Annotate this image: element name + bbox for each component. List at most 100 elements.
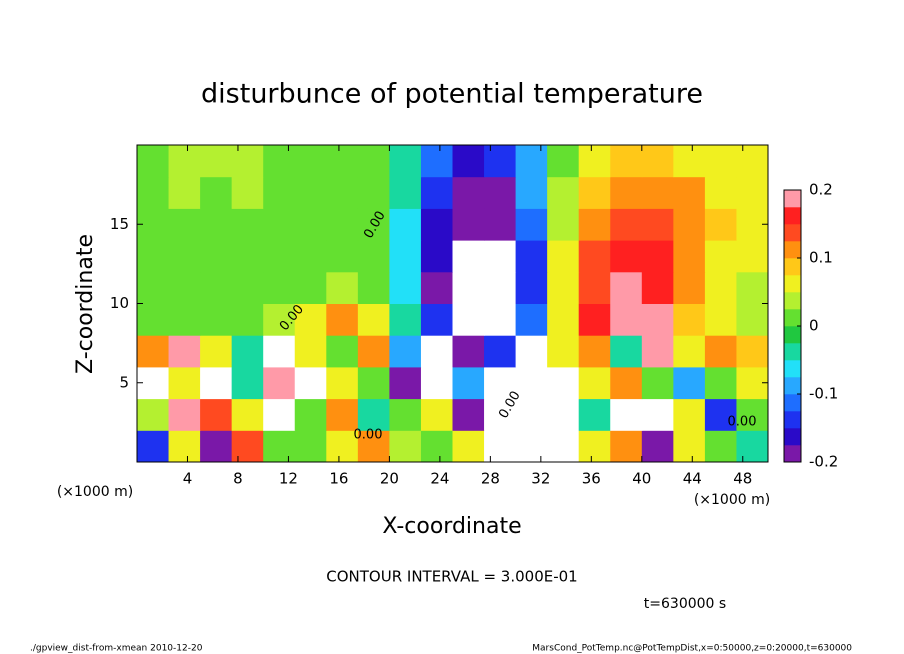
heatmap-cell [357,398,390,431]
heatmap-cell [736,303,769,336]
heatmap-cell [484,240,517,273]
heatmap-cell [547,271,580,304]
colorbar-cell [784,411,801,429]
heatmap-cell [452,398,485,431]
heatmap-cell [610,430,643,463]
heatmap-cell [578,271,611,304]
heatmap-cell [704,398,737,431]
heatmap-cell [578,398,611,431]
x-tick-label: 40 [632,470,651,488]
heatmap-cell [673,430,706,463]
heatmap-cell [231,145,264,178]
heatmap-cell [231,398,264,431]
heatmap-cell [515,240,548,273]
heatmap-cell [200,366,233,400]
y-axis-label: Z-coordinate [73,234,98,374]
x-tick-label: 4 [183,470,193,488]
heatmap-cell [326,335,359,368]
heatmap-cell [578,176,611,209]
heatmap-cell [263,398,296,431]
heatmap-cell [704,208,737,241]
heatmap-cell [389,271,422,304]
heatmap-cell [137,398,170,431]
heatmap-cell [704,240,737,273]
heatmap-cell [168,398,201,431]
x-tick-label: 16 [329,470,348,488]
heatmap-cell [357,145,390,178]
x-tick-label: 32 [531,470,550,488]
heatmap-cell [263,240,296,273]
heatmap-cell [168,430,201,463]
heatmap-cell [610,208,643,241]
colorbar-cell [784,258,801,276]
colorbar-tick-label: 0.1 [809,249,833,267]
heatmap-cell [200,208,233,241]
heatmap-cell [357,176,390,209]
heatmap-cell [168,145,201,178]
heatmap-cell [673,398,706,431]
heatmap-cell [547,430,580,463]
heatmap-cell [704,335,737,368]
heatmap-cell [200,271,233,304]
heatmap-cell [263,366,296,400]
heatmap-cell [231,208,264,241]
heatmap-cell [610,145,643,178]
colorbar-cell [784,241,801,259]
heatmap-cell [641,335,674,368]
heatmap-cell [168,366,201,400]
heatmap-cell [452,145,485,178]
heatmap-cell [357,271,390,304]
heatmap-cell [736,176,769,209]
heatmap-cell [263,145,296,178]
x-tick-label: 36 [582,470,601,488]
heatmap-cell [452,240,485,273]
heatmap-cell [547,398,580,431]
heatmap-cell [231,176,264,209]
heatmap-cell [231,240,264,273]
heatmap-cell [484,366,517,400]
heatmap-cell [484,303,517,336]
heatmap-cell [420,398,453,431]
x-tick-label: 48 [733,470,752,488]
heatmap-cell [389,303,422,336]
heatmap-cell [704,366,737,400]
heatmap-cell [200,145,233,178]
heatmap-cell [137,145,170,178]
heatmap-cell [294,240,327,273]
heatmap-cell [137,303,170,336]
heatmap-cell [420,208,453,241]
heatmap-cell [547,176,580,209]
heatmap-cell [420,176,453,209]
heatmap-cell [263,271,296,304]
heatmap-cell [673,303,706,336]
heatmap-cell [610,398,643,431]
heatmap-cell [200,303,233,336]
heatmap-cell [200,335,233,368]
heatmap-cell [578,303,611,336]
heatmap-cell [704,176,737,209]
heatmap-cell [168,335,201,368]
heatmap-cell [168,208,201,241]
heatmap-cell [420,145,453,178]
heatmap-cell [484,335,517,368]
heatmap-cell [389,335,422,368]
heatmap-cell [610,303,643,336]
x-unit: (×1000 m) [694,492,770,508]
heatmap-cell [641,176,674,209]
heatmap-cell [357,208,390,241]
heatmap-cell [389,240,422,273]
heatmap-cell [231,430,264,463]
heatmap-cell [673,366,706,400]
heatmap-cell [515,271,548,304]
heatmap-cell [484,208,517,241]
heatmap-cell [641,398,674,431]
heatmap-cell [641,366,674,400]
footer-left: ./gpview_dist-from-xmean 2010-12-20 [30,644,203,654]
heatmap-cell [294,398,327,431]
heatmap-cell [389,208,422,241]
heatmap-cell [578,335,611,368]
heatmap-cell [641,303,674,336]
heatmap-cell [641,271,674,304]
heatmap-cell [610,271,643,304]
